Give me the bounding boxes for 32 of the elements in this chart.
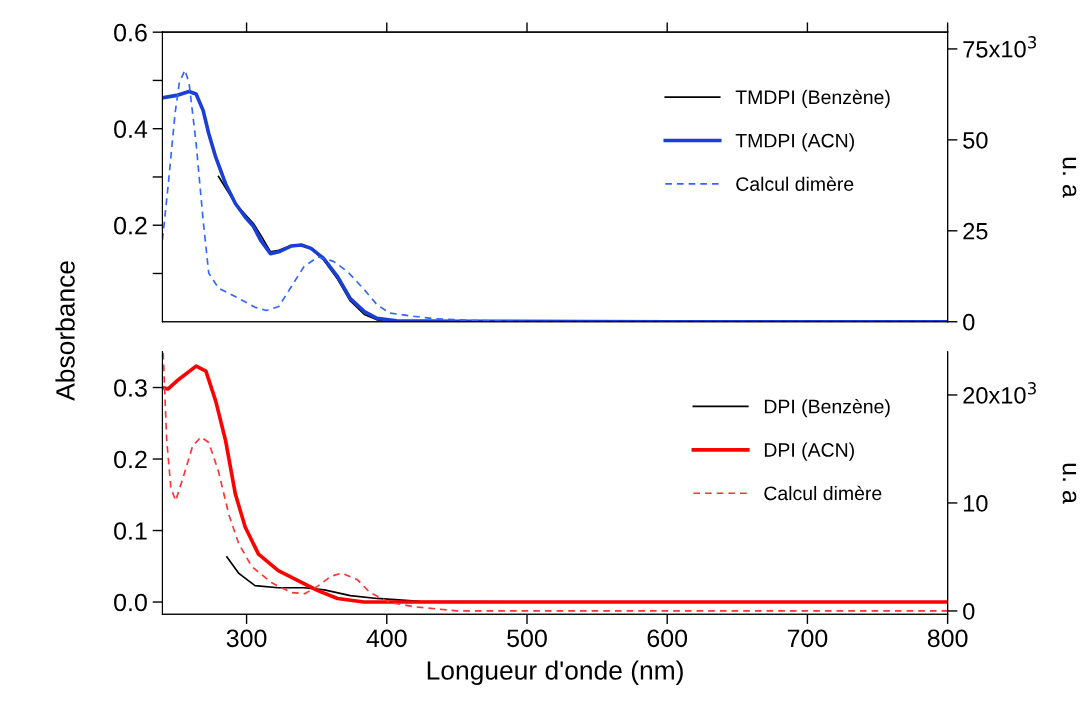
y2-tick-label: 20 [963,387,988,404]
y2-axis-title: u. a [1062,463,1077,504]
y2-tick-label: 25 [963,222,988,240]
y-tick-label: 0.2 [114,450,147,469]
y-tick-label: 0.2 [114,216,147,235]
x-tick-label: 700 [787,629,828,648]
y-tick-label: 0.1 [114,522,147,540]
text: x10$^{3}$ [988,36,1037,58]
legend-label: TMDPI (ACN) [735,133,854,152]
y2-tick-label: 0 [963,603,975,620]
x-tick-label: 600 [647,629,688,648]
legend-label: TMDPI (Benzène) [735,89,890,108]
x-tick-label: 500 [507,629,547,648]
legend-label: Calcul dimère [736,176,854,191]
y2-axis-title: u. a [1062,157,1077,198]
legend-label: DPI (ACN) [764,442,854,461]
x-tick-label: 400 [366,629,407,648]
legend-label: Calcul dimère [764,485,882,501]
text: x10$^{3}$ [988,382,1036,404]
y2-tick-label: 75 [963,41,988,58]
y2-tick-label: 0 [963,313,975,331]
y-tick-label: 0.4 [114,120,148,138]
y-tick-label: 0.3 [114,379,147,397]
y2-tick-label: 10 [964,495,988,512]
y2-tick-label: 50 [963,131,988,149]
y-tick-label: 0.0 [114,593,147,612]
x-tick-label: 300 [226,629,267,648]
legend-label: DPI (Benzène) [764,398,890,418]
y-tick-label: 0.6 [114,23,147,42]
x-tick-label: 800 [927,629,968,648]
y-axis-title: Absorbance [55,261,75,401]
x-axis-title: Longueur d'onde (nm) [427,660,683,686]
